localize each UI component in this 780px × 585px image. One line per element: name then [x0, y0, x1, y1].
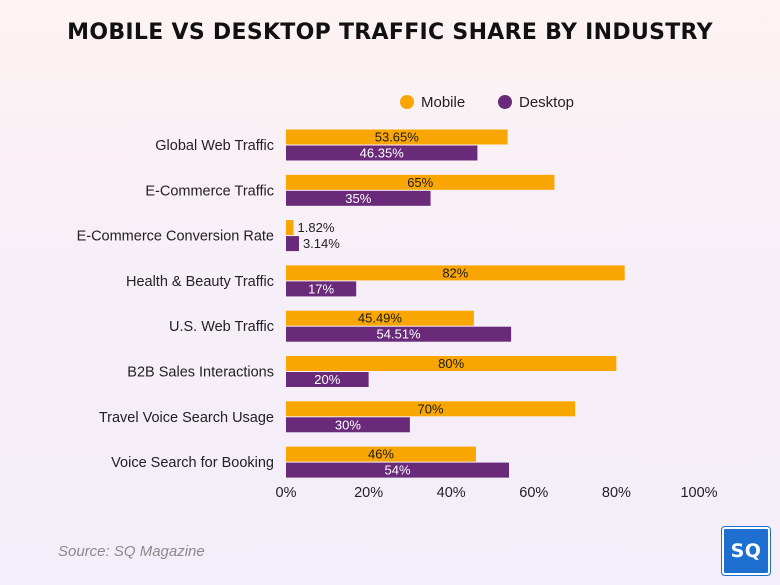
category-label: E-Commerce Traffic	[145, 183, 274, 199]
category-label: Voice Search for Booking	[111, 455, 274, 471]
mobile-value-label: 70%	[418, 401, 444, 416]
mobile-value-label: 53.65%	[375, 130, 420, 145]
mobile-value-label: 1.82%	[298, 220, 335, 235]
legend-marker-desktop	[498, 95, 512, 109]
x-tick-label: 40%	[437, 485, 466, 501]
desktop-value-label: 54.51%	[377, 327, 422, 342]
x-tick-label: 60%	[519, 485, 548, 501]
mobile-bar	[286, 446, 476, 462]
desktop-value-label: 30%	[335, 417, 361, 432]
category-label: E-Commerce Conversion Rate	[77, 229, 274, 245]
mobile-value-label: 80%	[438, 356, 464, 371]
chart-title: MOBILE VS DESKTOP TRAFFIC SHARE BY INDUS…	[67, 20, 713, 45]
desktop-value-label: 3.14%	[303, 236, 340, 251]
desktop-value-label: 35%	[345, 191, 371, 206]
legend-label-desktop: Desktop	[519, 94, 574, 111]
desktop-bar	[286, 417, 410, 433]
legend-label-mobile: Mobile	[421, 94, 465, 111]
desktop-bar	[286, 326, 512, 342]
source-text: Source: SQ Magazine	[58, 543, 205, 560]
mobile-value-label: 82%	[442, 265, 468, 280]
mobile-bar	[286, 356, 617, 371]
mobile-value-label: 46%	[368, 447, 394, 462]
desktop-bar	[286, 372, 369, 387]
x-tick-label: 100%	[680, 485, 717, 501]
mobile-bar	[286, 265, 625, 281]
legend-marker-mobile	[400, 95, 414, 109]
desktop-bar	[286, 190, 431, 206]
x-tick-label: 20%	[354, 485, 383, 501]
mobile-bar	[286, 220, 294, 236]
desktop-bar	[286, 462, 510, 478]
category-label: U.S. Web Traffic	[169, 319, 274, 335]
desktop-bar	[286, 281, 357, 297]
mobile-value-label: 45.49%	[358, 311, 403, 326]
desktop-bar	[286, 145, 478, 161]
category-label: Travel Voice Search Usage	[99, 410, 274, 426]
desktop-value-label: 20%	[314, 372, 340, 387]
desktop-value-label: 54%	[384, 463, 410, 478]
mobile-value-label: 65%	[407, 175, 433, 190]
category-label: B2B Sales Interactions	[127, 365, 274, 381]
x-tick-label: 80%	[602, 485, 631, 501]
category-label: Health & Beauty Traffic	[126, 274, 274, 290]
mobile-bar	[286, 129, 508, 145]
category-label: Global Web Traffic	[155, 138, 274, 154]
mobile-bar	[286, 401, 576, 417]
mobile-bar	[286, 310, 474, 326]
desktop-value-label: 17%	[308, 281, 334, 296]
desktop-bar	[286, 236, 299, 252]
desktop-value-label: 46.35%	[360, 146, 405, 161]
sq-logo: SQ	[721, 526, 771, 576]
mobile-bar	[286, 174, 555, 190]
x-tick-label: 0%	[276, 485, 297, 501]
